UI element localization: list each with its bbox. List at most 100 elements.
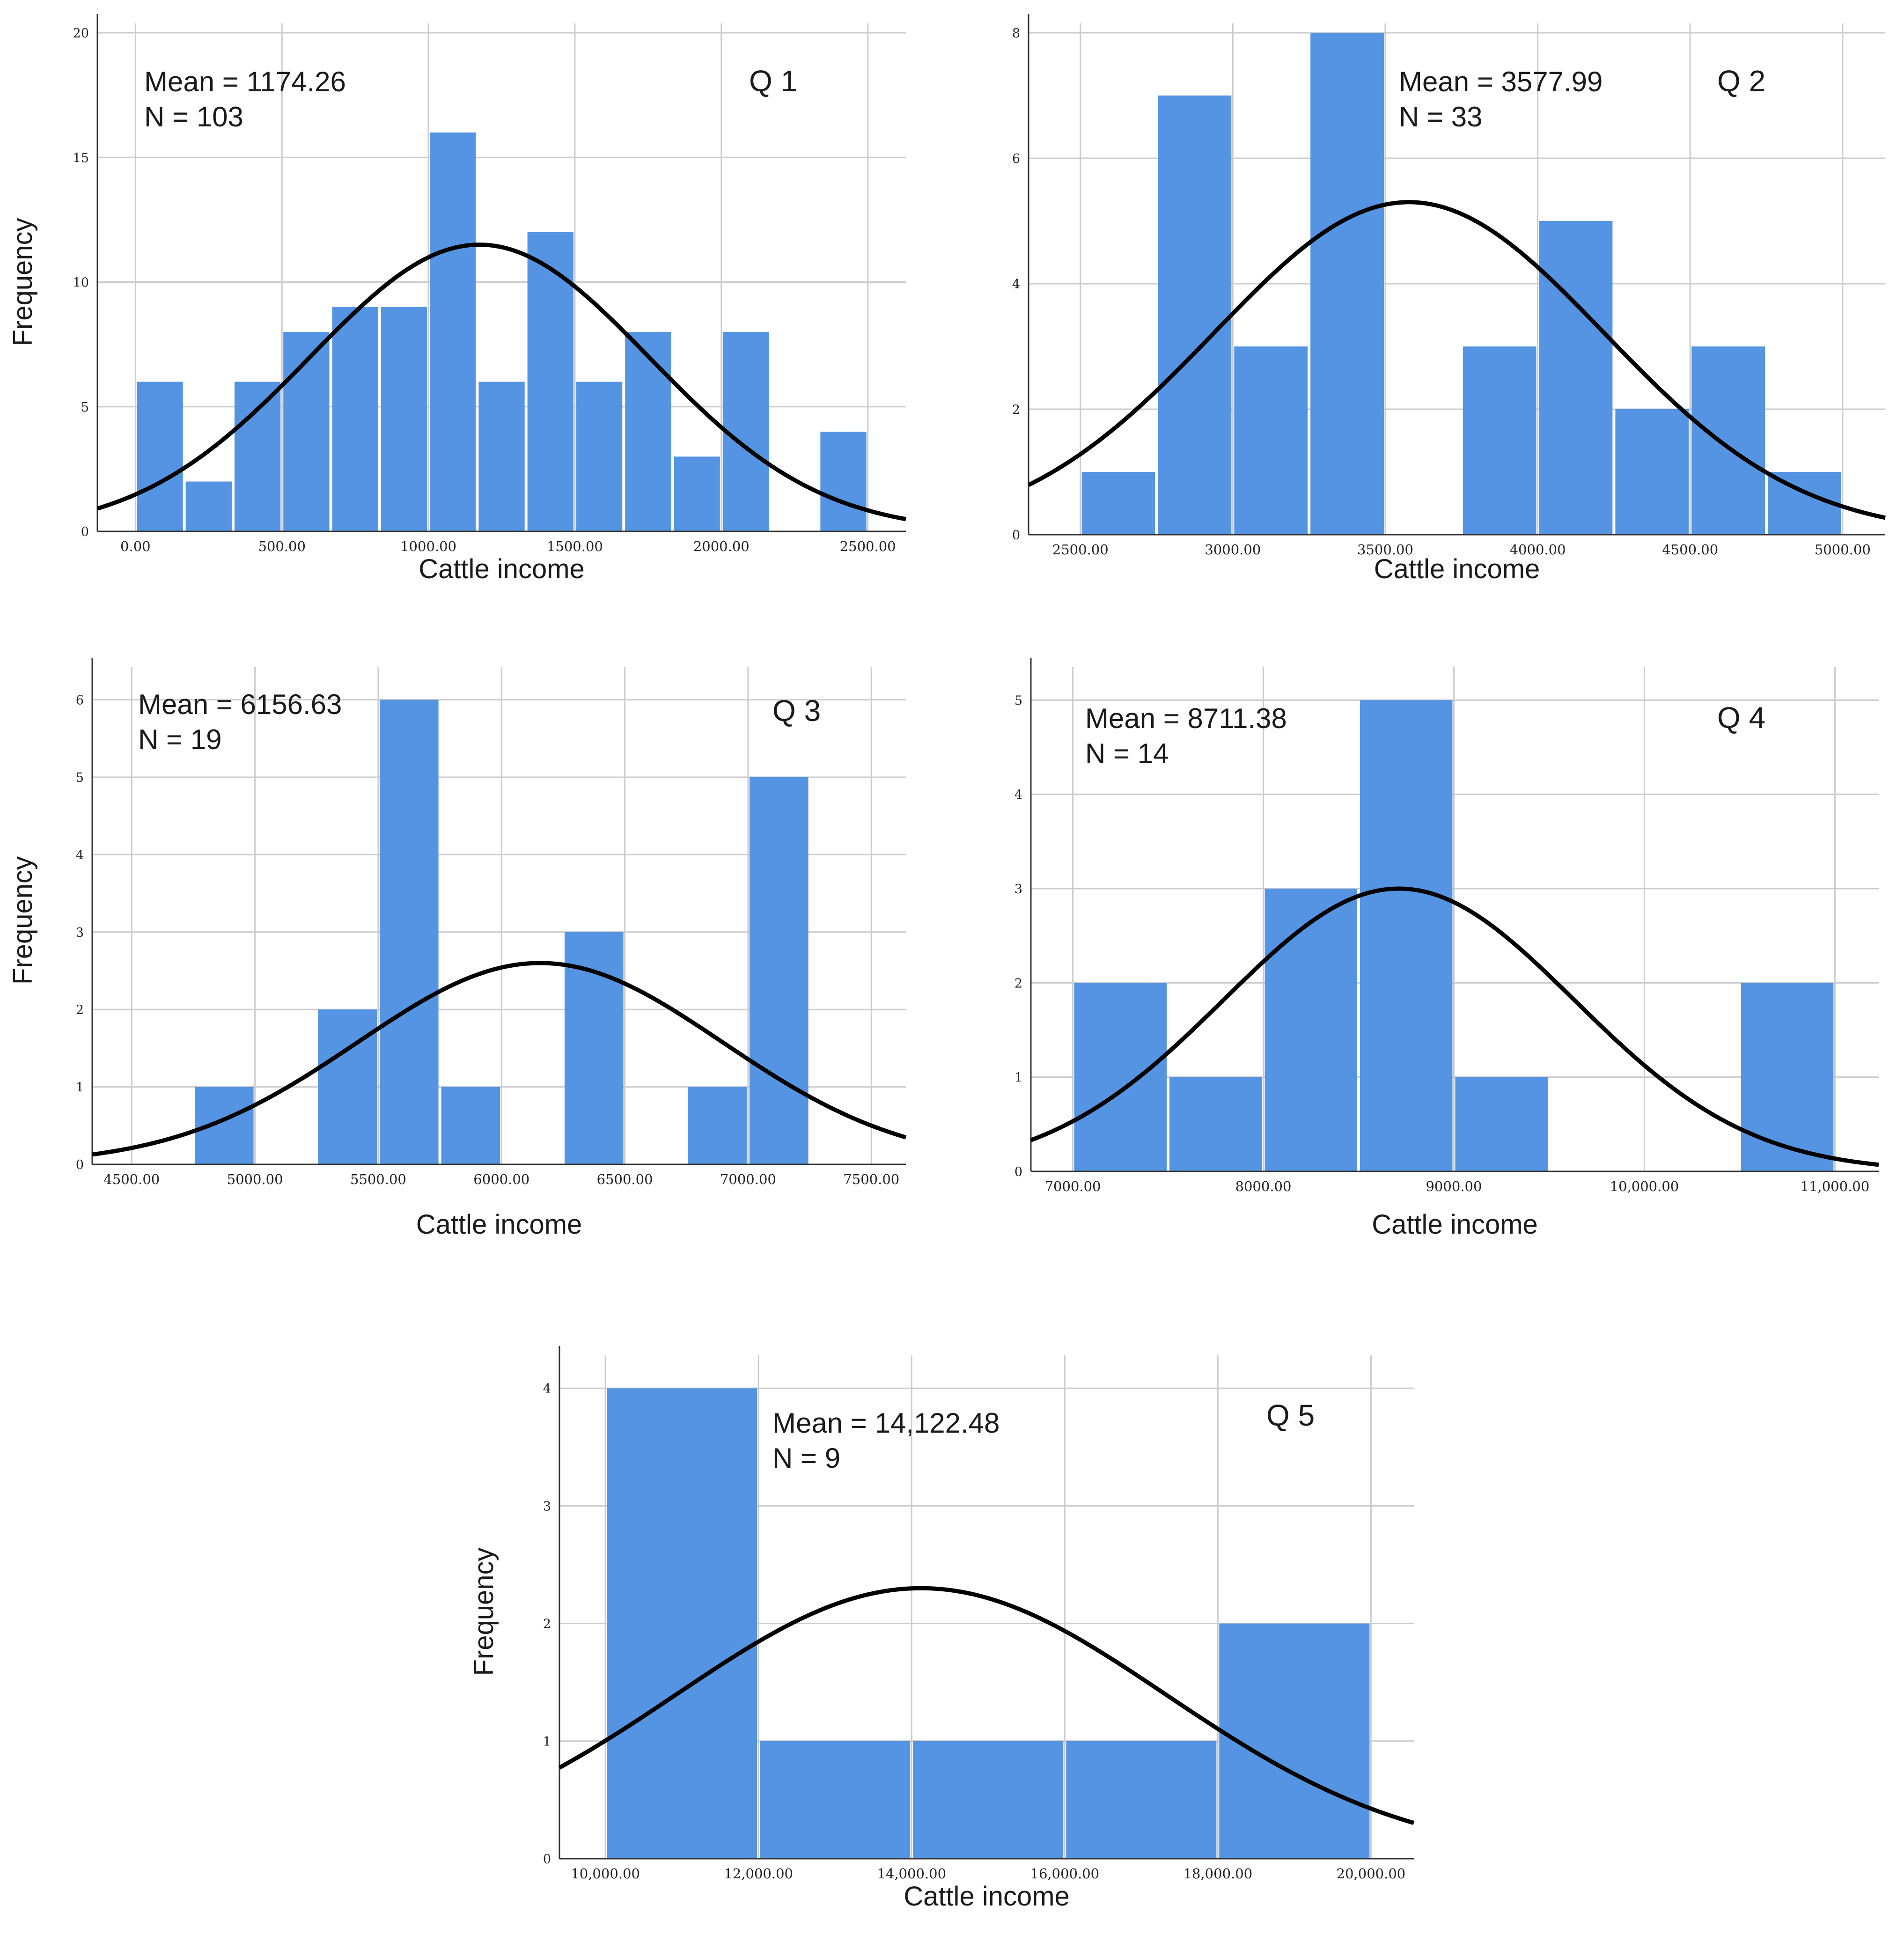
x-tick-label: 2500.00 (840, 538, 896, 554)
y-tick-label: 1 (543, 1735, 551, 1749)
y-axis-title: Frequency (7, 856, 38, 985)
normal-curve (92, 961, 907, 1157)
histogram-bar (1169, 1077, 1262, 1171)
n-annotation: N = 14 (1085, 738, 1169, 769)
histogram-bar (760, 1741, 911, 1859)
histogram-bar (478, 382, 525, 531)
histogram-bar (137, 382, 183, 531)
histogram-bar (527, 232, 573, 531)
x-tick-label: 10,000.00 (571, 1866, 640, 1882)
histogram-bar (1539, 221, 1613, 535)
y-tick-label: 5 (1014, 693, 1022, 708)
x-axis-title: Cattle income (904, 1881, 1070, 1912)
y-tick-label: 15 (73, 151, 89, 165)
n-annotation: N = 33 (1399, 101, 1482, 132)
x-tick-label: 4000.00 (1510, 542, 1566, 558)
histogram-bar (1691, 346, 1765, 535)
x-axis-title: Cattle income (1372, 1209, 1538, 1240)
x-tick-label: 18,000.00 (1184, 1866, 1253, 1882)
x-tick-label: 0.00 (120, 538, 151, 554)
y-tick-label: 0 (1012, 528, 1020, 543)
x-tick-label: 5500.00 (350, 1171, 406, 1187)
y-tick-label: 8 (1012, 26, 1020, 41)
histogram-bar (913, 1741, 1064, 1859)
x-tick-label: 12,000.00 (724, 1866, 793, 1882)
quintile-title: Q 2 (1717, 64, 1765, 98)
y-tick-label: 5 (76, 771, 84, 785)
x-tick-label: 7000.00 (1045, 1178, 1101, 1194)
histogram-bar (1081, 472, 1155, 535)
histogram-bar (283, 332, 330, 531)
y-tick-label: 20 (73, 26, 89, 41)
x-tick-label: 2000.00 (693, 538, 750, 554)
histogram-bar (1066, 1741, 1217, 1859)
histogram-bar (441, 1087, 500, 1164)
histogram-panel-2: 0 2 4 6 8 2500.00 3000.00 3500.00 4000.00 4500.00… (1012, 14, 1886, 584)
n-annotation: N = 19 (138, 724, 221, 755)
y-tick-label: 0 (1014, 1165, 1022, 1179)
histogram-bar (576, 382, 623, 531)
y-tick-label: 3 (1014, 882, 1022, 897)
histogram-bar (1615, 409, 1689, 535)
y-tick-label: 4 (76, 848, 84, 862)
y-axis-title: Frequency (469, 1547, 499, 1676)
histogram-bar (430, 132, 476, 531)
histogram-bar (234, 382, 281, 531)
x-tick-label: 7000.00 (720, 1171, 776, 1187)
histogram-bar (688, 1087, 747, 1164)
mean-annotation: Mean = 14,122.48 (772, 1407, 1000, 1439)
y-tick-label: 0 (81, 525, 89, 539)
histogram-bar (1264, 889, 1357, 1171)
histogram-bar (185, 481, 232, 531)
x-tick-label: 2500.00 (1052, 542, 1109, 558)
histogram-bar (749, 777, 809, 1164)
histogram-bar (625, 332, 671, 531)
x-tick-label: 6000.00 (473, 1171, 529, 1187)
x-tick-label: 5000.00 (1815, 542, 1871, 558)
y-tick-label: 2 (76, 1003, 84, 1017)
mean-annotation: Mean = 3577.99 (1399, 66, 1603, 97)
x-axis-title: Cattle income (1374, 554, 1540, 584)
x-tick-label: 16,000.00 (1030, 1866, 1100, 1882)
n-annotation: N = 9 (772, 1442, 840, 1474)
histogram-bar (1455, 1077, 1548, 1171)
histogram-panel-1: 0 5 10 15 20 0.00 500.00 1000.00 1500.00 2000.00 2… (7, 14, 906, 584)
histogram-bar (1741, 983, 1834, 1171)
x-tick-label: 10,000.00 (1610, 1178, 1679, 1194)
histogram-bar (1219, 1623, 1370, 1859)
histogram-bar (722, 332, 769, 531)
histogram-bar (332, 307, 378, 531)
n-annotation: N = 103 (144, 101, 243, 132)
x-tick-label: 4500.00 (1662, 542, 1718, 558)
x-tick-label: 14,000.00 (877, 1866, 946, 1882)
y-axis-title: Frequency (7, 218, 38, 346)
x-tick-label: 3000.00 (1205, 542, 1261, 558)
y-tick-label: 5 (81, 400, 89, 415)
histogram-bar (1463, 346, 1536, 535)
histogram-bar (607, 1388, 757, 1859)
histogram-bar (1074, 983, 1167, 1171)
quintile-title: Q 1 (749, 64, 797, 98)
x-tick-label: 9000.00 (1426, 1178, 1482, 1194)
y-tick-label: 0 (543, 1852, 551, 1867)
y-tick-label: 10 (73, 276, 89, 290)
mean-annotation: Mean = 1174.26 (144, 66, 346, 97)
histogram-bar (1158, 96, 1232, 535)
x-tick-label: 1000.00 (400, 538, 456, 554)
x-axis-title: Cattle income (419, 554, 585, 584)
x-tick-label: 7500.00 (843, 1171, 899, 1187)
histogram-panel-4: 0 1 2 3 4 5 7000.00 8000.00 9000.00 10,000.00 11,0… (1014, 658, 1879, 1240)
normal-curve (1027, 200, 1886, 520)
x-tick-label: 4500.00 (103, 1171, 160, 1187)
histogram-panel-5: 0 1 2 3 4 10,000.00 12,000.00 14,000.00 16,000.0… (469, 1346, 1415, 1912)
histogram-bar (381, 307, 427, 531)
histogram-panel-3: 0 1 2 3 4 5 6 4500.00 5000.00 5500.00 6000.00 6500.… (7, 658, 907, 1240)
x-axis-title: Cattle income (416, 1209, 582, 1240)
histogram-bar (820, 432, 867, 531)
y-tick-label: 3 (76, 926, 84, 940)
x-tick-label: 20,000.00 (1337, 1866, 1406, 1882)
mean-annotation: Mean = 6156.63 (138, 689, 342, 720)
y-tick-label: 1 (1014, 1071, 1022, 1085)
y-tick-label: 4 (1014, 788, 1022, 802)
histogram-bar (379, 699, 439, 1164)
